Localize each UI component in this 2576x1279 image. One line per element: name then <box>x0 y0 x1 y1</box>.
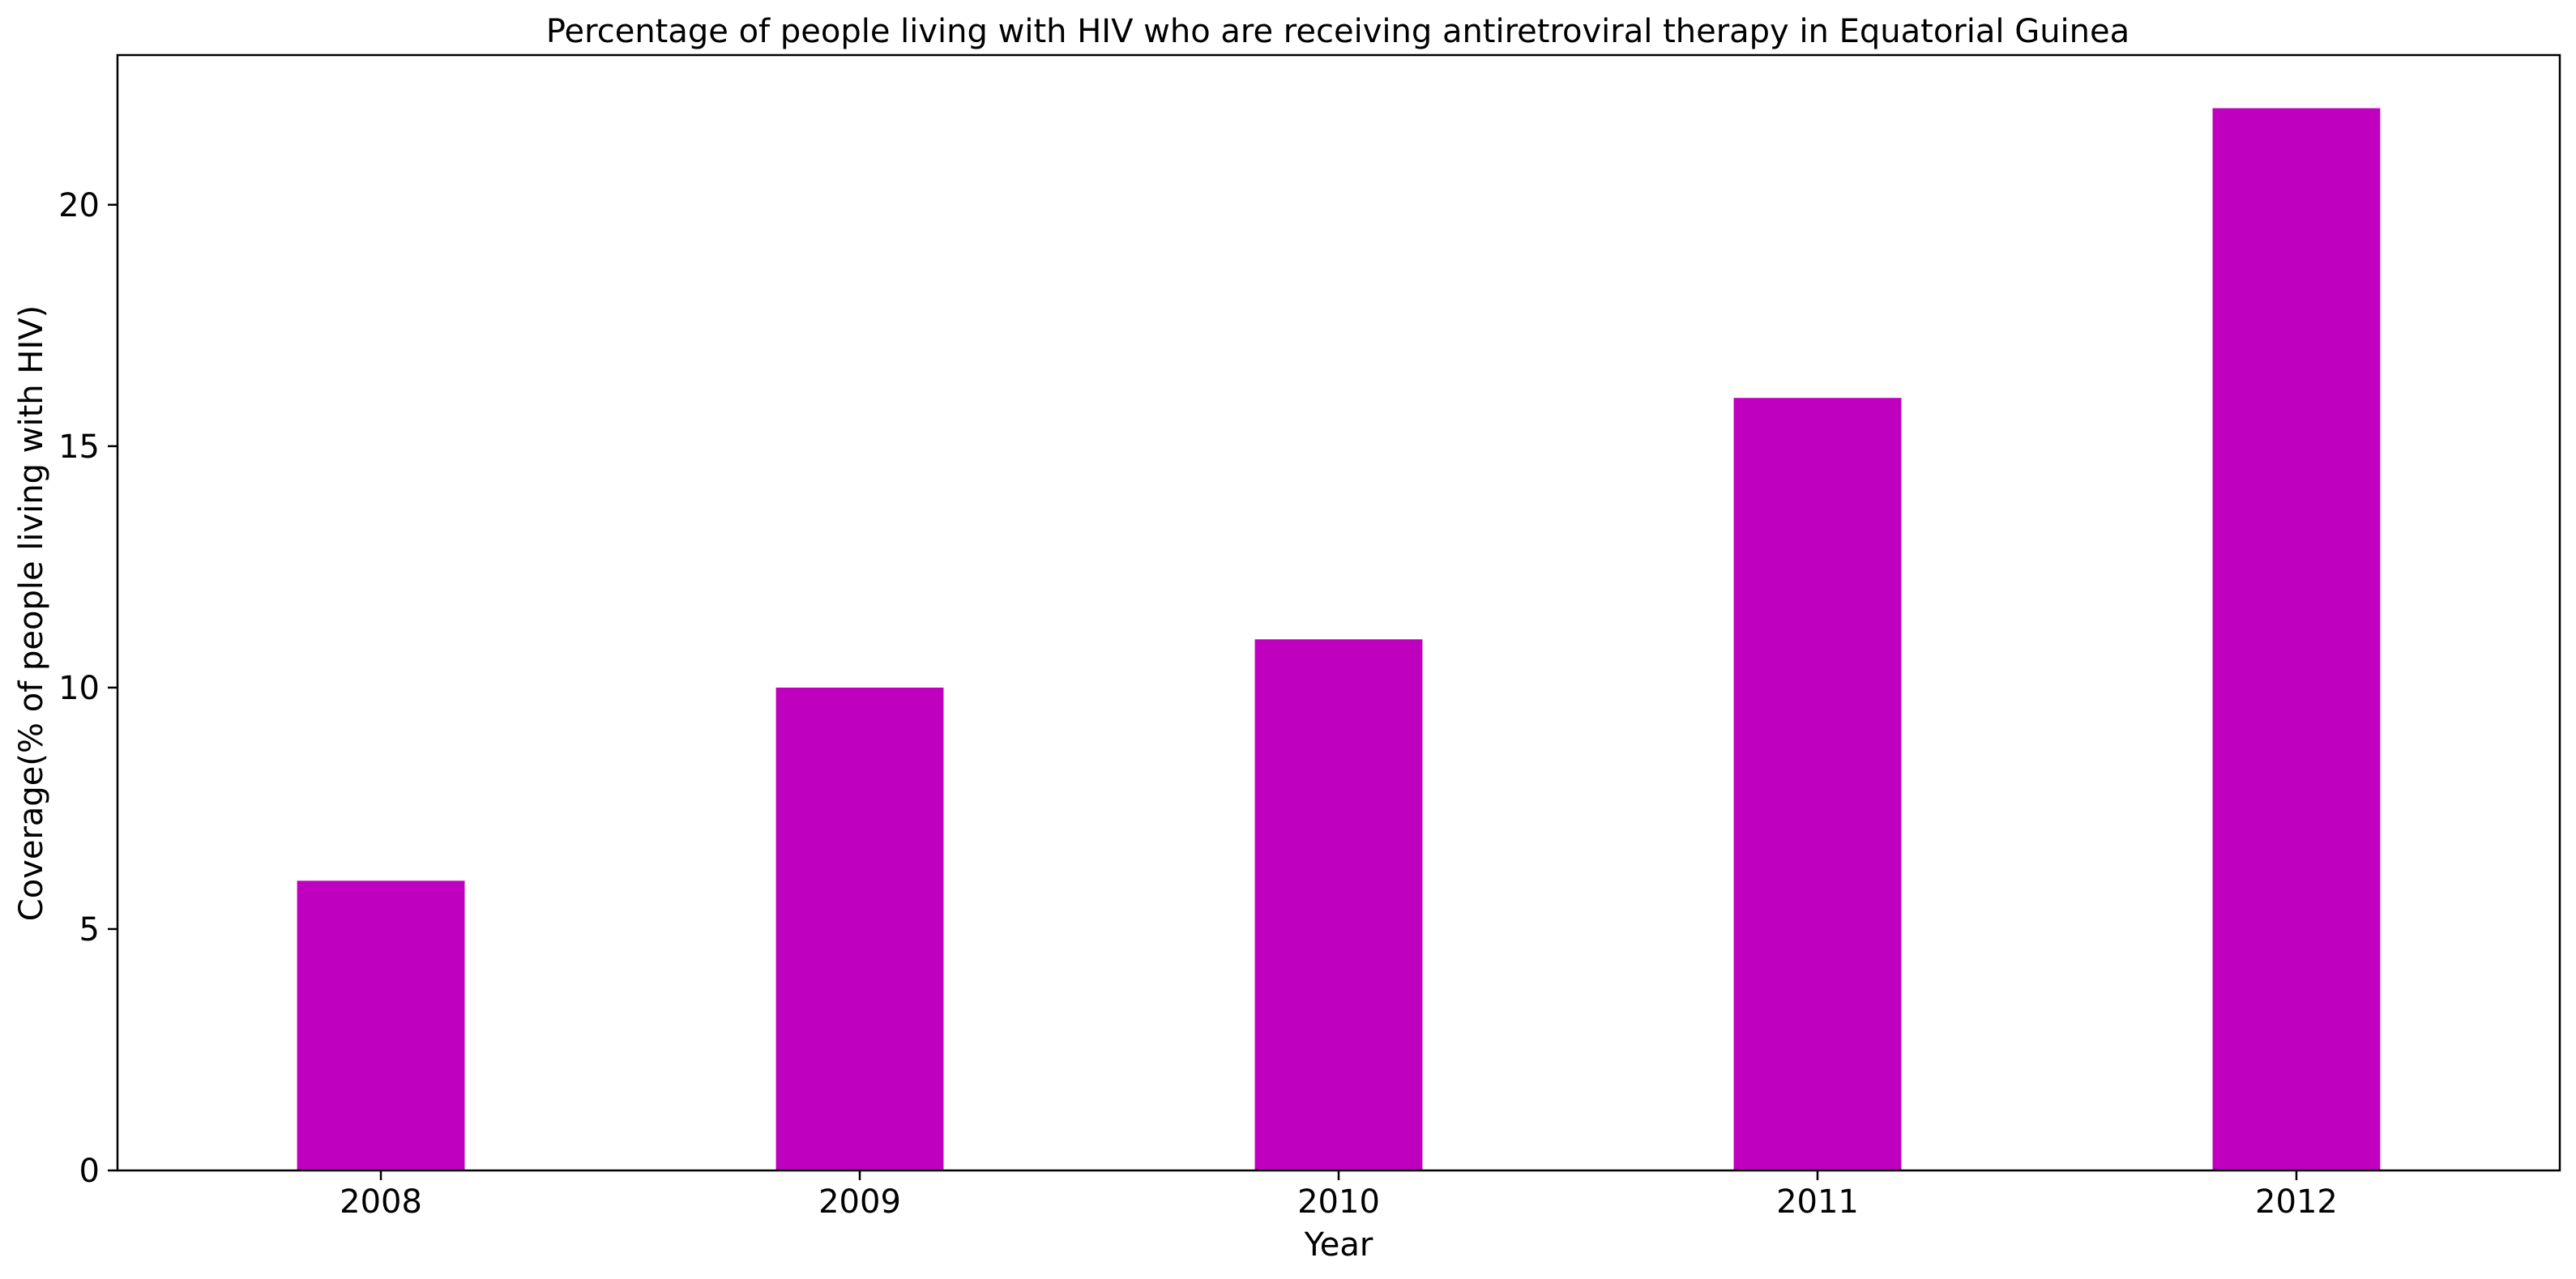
bar-2010 <box>1254 639 1423 1170</box>
bar-series <box>297 108 2381 1171</box>
bar-2011 <box>1733 398 1902 1170</box>
y-axis-ticks: 0 5 10 15 20 <box>58 187 117 1190</box>
y-tick-label: 5 <box>79 911 100 949</box>
x-tick-label: 2010 <box>1297 1183 1380 1221</box>
x-tick-label: 2008 <box>340 1183 422 1221</box>
x-tick-label: 2009 <box>818 1183 901 1221</box>
x-tick-label: 2012 <box>2255 1183 2338 1221</box>
bar-2009 <box>775 687 944 1170</box>
y-tick-label: 10 <box>58 670 100 707</box>
bar-2008 <box>297 880 465 1170</box>
chart-title: Percentage of people living with HIV who… <box>546 13 2130 50</box>
y-tick-label: 20 <box>58 187 100 224</box>
plot-frame <box>116 53 2561 1172</box>
y-axis-label: Coverage(% of people living with HIV) <box>13 305 50 921</box>
y-tick-label: 0 <box>79 1153 100 1190</box>
x-tick-label: 2011 <box>1776 1183 1859 1221</box>
bar-2012 <box>2212 108 2381 1171</box>
x-axis-ticks: 2008 2009 2010 2011 2012 <box>340 1170 2338 1221</box>
y-tick-label: 15 <box>58 428 100 466</box>
x-axis-label: Year <box>1304 1226 1373 1264</box>
